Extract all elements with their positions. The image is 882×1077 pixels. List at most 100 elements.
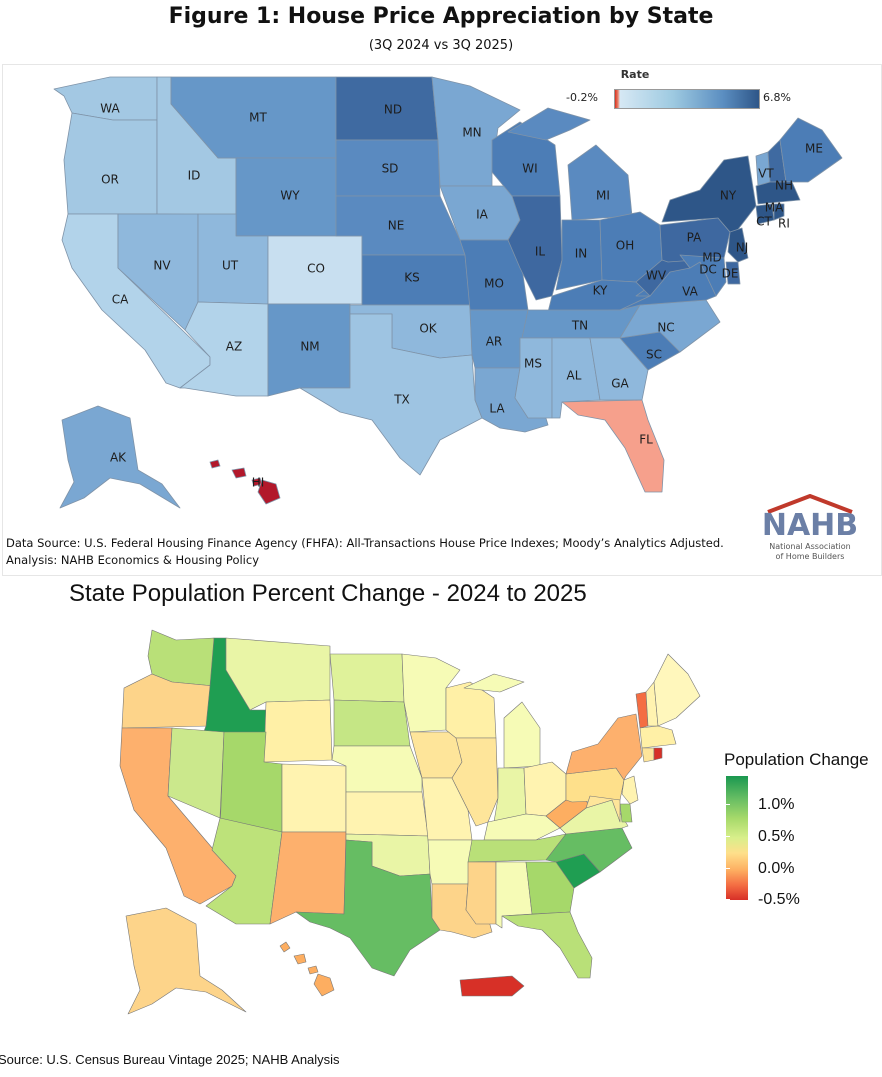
state-MS	[514, 337, 553, 419]
state-IL	[507, 195, 563, 301]
state-HI-4	[257, 479, 281, 505]
state-AK	[59, 405, 181, 509]
state-label-ok: OK	[419, 322, 437, 336]
pop-SD	[333, 699, 411, 747]
state-label-id: ID	[188, 169, 201, 183]
pop-legend-tick-4: -0.5%	[758, 891, 800, 908]
state-label-hi: HI	[252, 476, 265, 490]
pop-MI-upper	[463, 673, 525, 693]
state-label-mi: MI	[596, 189, 610, 203]
population-figure: State Population Percent Change - 2024 t…	[0, 578, 882, 1077]
house-price-map: WA OR CA ID NV MT WY UT AZ CO NM ND SD NE KS OK TX MN IA MO…	[53, 76, 843, 509]
state-label-ky: KY	[593, 284, 608, 298]
pop-tickmark-3	[726, 868, 730, 869]
state-RI	[773, 203, 785, 221]
state-label-sd: SD	[382, 162, 399, 176]
population-legend-title: Population Change	[724, 750, 869, 769]
state-label-az: AZ	[226, 340, 242, 354]
state-OR	[63, 112, 158, 215]
state-label-de: DE	[722, 267, 739, 281]
state-label-me: ME	[805, 142, 823, 156]
state-MI	[567, 144, 633, 221]
nahb-logo: NAHB National Association of Home Builde…	[756, 494, 864, 568]
state-label-ny: NY	[720, 189, 737, 203]
pop-tickmark-1	[726, 804, 730, 805]
state-label-md: MD	[702, 251, 722, 265]
figure1-title: Figure 1: House Price Appreciation by St…	[168, 4, 714, 29]
pop-MD	[585, 795, 621, 823]
pop-NY	[565, 713, 643, 781]
state-label-mt: MT	[249, 111, 267, 125]
nahb-wordmark: NAHB	[761, 508, 859, 543]
state-label-mo: MO	[484, 277, 504, 291]
state-IN	[555, 219, 603, 291]
state-label-va: VA	[682, 285, 698, 299]
state-label-tn: TN	[571, 319, 588, 333]
pop-RI	[653, 747, 663, 761]
pop-MA	[639, 725, 677, 749]
pop-DE	[619, 803, 633, 823]
state-label-wy: WY	[280, 189, 300, 203]
rate-legend-max: 6.8%	[763, 91, 791, 104]
pop-FL	[501, 911, 593, 979]
state-label-ma: MA	[765, 201, 784, 215]
source-line-2: Analysis: NAHB Economics & Housing Polic…	[6, 553, 259, 567]
state-HI-2	[231, 467, 247, 479]
state-label-wv: WV	[646, 269, 667, 283]
pop-tickmark-4	[726, 899, 730, 900]
pop-GA	[525, 861, 575, 915]
state-label-nv: NV	[153, 259, 171, 273]
state-label-il: IL	[535, 245, 546, 259]
state-label-mn: MN	[462, 126, 481, 140]
state-label-dc: DC	[699, 263, 717, 277]
state-label-nc: NC	[657, 321, 674, 335]
state-label-nh: NH	[775, 179, 793, 193]
figure2-title: State Population Percent Change - 2024 t…	[69, 580, 587, 607]
pop-IL	[451, 737, 499, 827]
pop-HI-1	[279, 941, 291, 953]
pop-AK	[125, 907, 247, 1015]
state-label-fl: FL	[639, 433, 653, 447]
population-map	[119, 629, 701, 1015]
state-label-pa: PA	[687, 231, 702, 245]
state-label-wa: WA	[100, 102, 120, 116]
pop-legend-tick-1: 1.0%	[758, 796, 795, 813]
state-label-ar: AR	[486, 335, 503, 349]
pop-ME	[653, 653, 701, 727]
state-MI-upper	[507, 107, 591, 141]
state-HI-1	[209, 459, 221, 469]
state-label-tx: TX	[393, 393, 410, 407]
pop-KS	[345, 791, 429, 837]
pop-HI-2	[293, 953, 307, 965]
state-label-ga: GA	[611, 377, 629, 391]
pop-PR	[459, 975, 525, 997]
rate-legend-colorbar	[614, 89, 760, 109]
pop-MI	[503, 701, 541, 769]
state-label-ia: IA	[476, 208, 489, 222]
pop-AR	[427, 839, 473, 885]
state-label-ks: KS	[404, 271, 420, 285]
house-price-figure: Figure 1: House Price Appreciation by St…	[2, 4, 882, 576]
state-FL	[561, 399, 665, 493]
pop-NM	[269, 831, 347, 925]
state-label-nd: ND	[384, 103, 402, 117]
state-label-ak: AK	[110, 451, 127, 465]
state-label-la: LA	[489, 402, 505, 416]
rate-legend-title: Rate	[620, 68, 650, 81]
state-label-sc: SC	[646, 348, 662, 362]
pop-HI-3	[307, 965, 319, 975]
state-label-vt: VT	[758, 167, 774, 181]
pop-IN	[493, 767, 527, 823]
pop-legend-tick-2: 0.5%	[758, 828, 795, 845]
pop-MS	[465, 861, 497, 925]
state-label-co: CO	[307, 262, 325, 276]
state-MD	[679, 254, 727, 297]
state-NJ	[727, 227, 749, 263]
pop-CT	[641, 747, 655, 763]
state-label-nm: NM	[300, 340, 319, 354]
rate-legend-min: -0.2%	[566, 91, 598, 104]
pop-NV	[167, 727, 225, 819]
state-label-ct: CT	[756, 215, 772, 229]
state-label-ut: UT	[222, 259, 239, 273]
pop-NJ	[621, 775, 639, 805]
